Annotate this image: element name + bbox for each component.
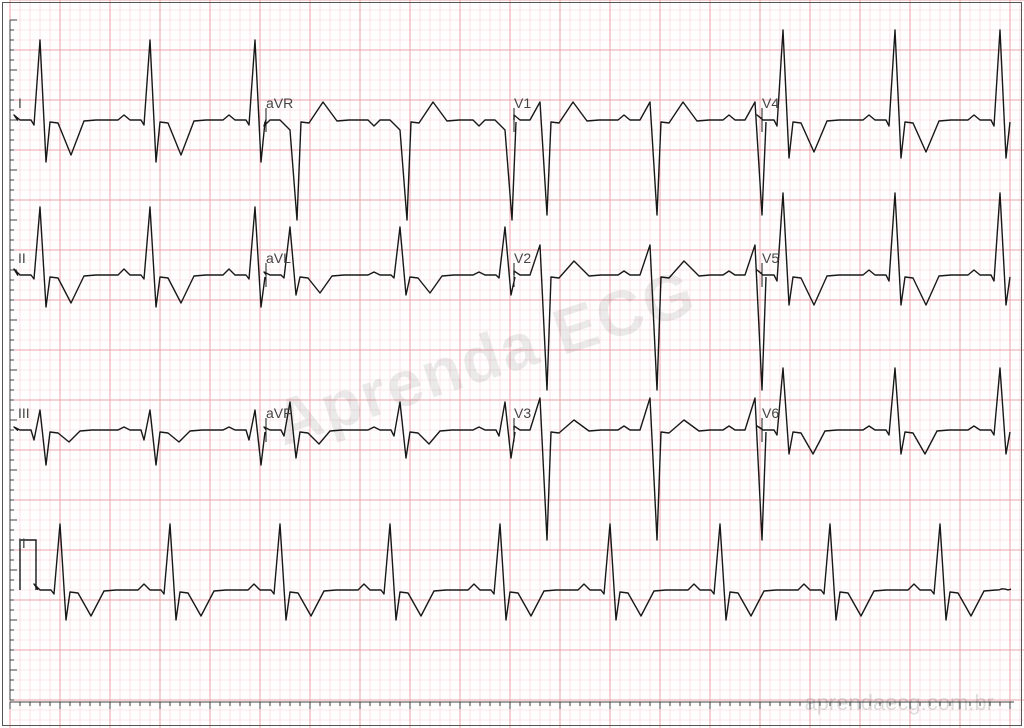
- ecg-strip: I aVR V1 V4 II aVL V2 V5 III aVF V3 V6 I…: [0, 0, 1024, 728]
- ecg-svg: [0, 0, 1024, 728]
